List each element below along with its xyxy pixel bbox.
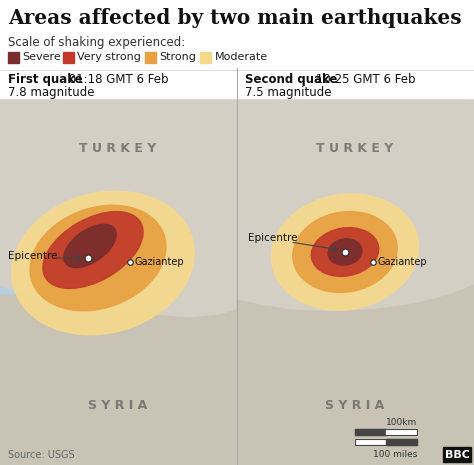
Bar bbox=[443, 447, 471, 462]
Ellipse shape bbox=[328, 239, 362, 265]
Bar bbox=[355, 439, 417, 445]
Text: S Y R I A: S Y R I A bbox=[325, 399, 384, 412]
Ellipse shape bbox=[64, 225, 116, 268]
Text: Areas affected by two main earthquakes: Areas affected by two main earthquakes bbox=[8, 8, 462, 28]
Polygon shape bbox=[237, 100, 474, 312]
Text: Epicentre: Epicentre bbox=[8, 251, 57, 261]
Ellipse shape bbox=[12, 191, 194, 335]
Text: Moderate: Moderate bbox=[215, 53, 268, 62]
Text: Source: USGS: Source: USGS bbox=[8, 450, 74, 460]
Text: BBC: BBC bbox=[445, 450, 469, 459]
Text: 10:25 GMT 6 Feb: 10:25 GMT 6 Feb bbox=[312, 73, 416, 86]
Ellipse shape bbox=[311, 228, 379, 276]
Text: T U R K E Y: T U R K E Y bbox=[316, 141, 393, 154]
Ellipse shape bbox=[272, 194, 419, 310]
Text: Scale of shaking experienced:: Scale of shaking experienced: bbox=[8, 36, 185, 49]
Bar bbox=[237, 100, 474, 465]
Text: 100 miles: 100 miles bbox=[373, 450, 417, 459]
Text: 7.5 magnitude: 7.5 magnitude bbox=[245, 86, 331, 99]
Text: Severe: Severe bbox=[22, 53, 61, 62]
Bar bbox=[63, 52, 74, 63]
Ellipse shape bbox=[293, 212, 397, 292]
Polygon shape bbox=[237, 285, 474, 465]
Ellipse shape bbox=[43, 212, 143, 288]
Text: T U R K E Y: T U R K E Y bbox=[79, 141, 156, 154]
Bar bbox=[146, 52, 156, 63]
Text: First quake: First quake bbox=[8, 73, 82, 86]
Text: Epicentre: Epicentre bbox=[248, 233, 298, 243]
Text: 01:18 GMT 6 Feb: 01:18 GMT 6 Feb bbox=[65, 73, 168, 86]
Text: 100km: 100km bbox=[386, 418, 417, 427]
Bar bbox=[8, 52, 19, 63]
Text: Strong: Strong bbox=[159, 53, 196, 62]
Bar bbox=[355, 429, 417, 435]
Text: Second quake: Second quake bbox=[245, 73, 337, 86]
Text: Gaziantep: Gaziantep bbox=[378, 257, 428, 267]
Text: S Y R I A: S Y R I A bbox=[88, 399, 147, 412]
Bar bbox=[0, 100, 237, 465]
Ellipse shape bbox=[30, 205, 166, 311]
Polygon shape bbox=[0, 100, 237, 318]
Bar bbox=[201, 52, 211, 63]
Text: Very strong: Very strong bbox=[77, 53, 141, 62]
Polygon shape bbox=[0, 295, 237, 465]
Text: Gaziantep: Gaziantep bbox=[135, 257, 185, 267]
Text: 7.8 magnitude: 7.8 magnitude bbox=[8, 86, 94, 99]
